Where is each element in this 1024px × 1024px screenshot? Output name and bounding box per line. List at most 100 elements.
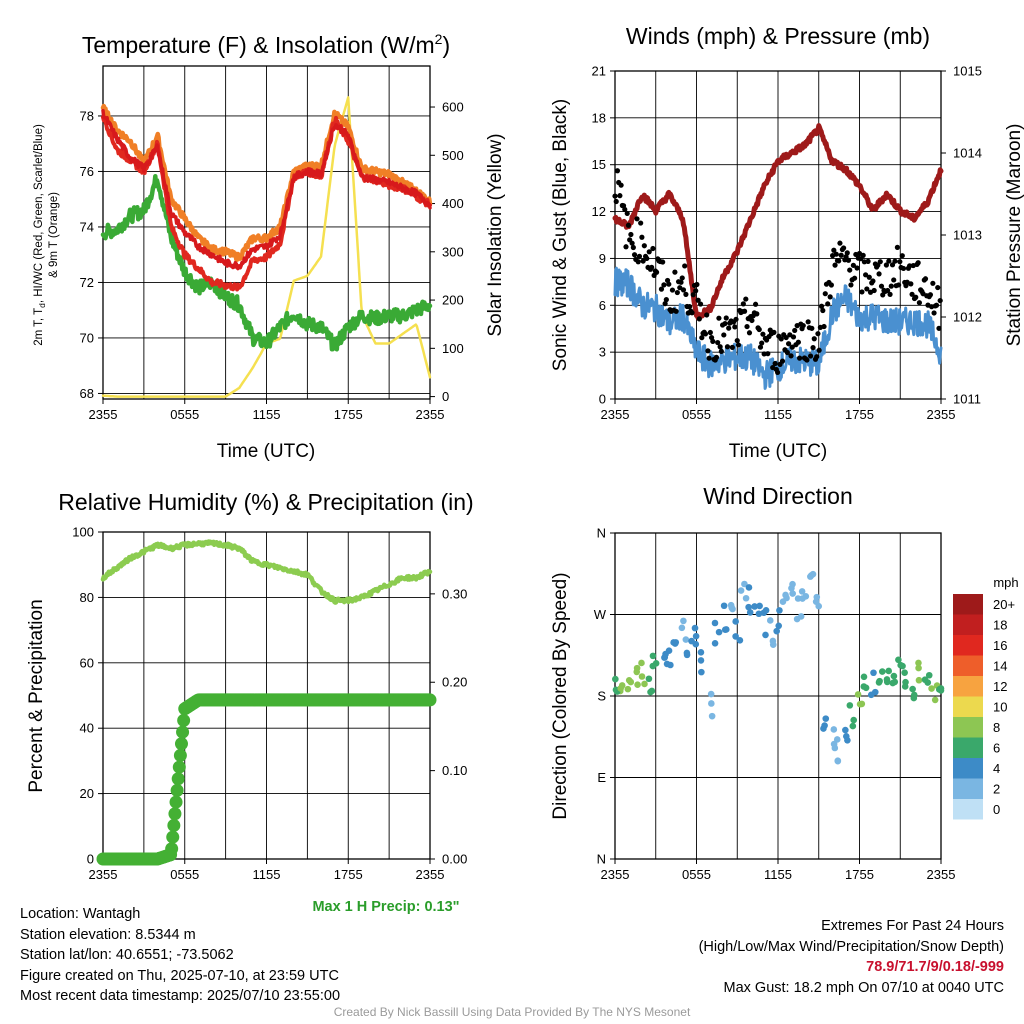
gust-point bbox=[639, 234, 645, 240]
temperature-y-tick-label: 70 bbox=[80, 330, 94, 345]
gust-point bbox=[628, 231, 634, 238]
wind-direction-point bbox=[846, 702, 854, 709]
gust-point bbox=[682, 263, 688, 269]
wind-direction-point bbox=[645, 675, 653, 683]
colorbar-swatch bbox=[953, 676, 983, 697]
wind-direction-point bbox=[789, 590, 796, 597]
humidity-y-tick-label: 20 bbox=[80, 786, 94, 801]
wind-direction-point bbox=[755, 610, 763, 618]
gust-point bbox=[690, 292, 696, 298]
pressure-line bbox=[612, 123, 944, 321]
gust-point bbox=[838, 252, 844, 258]
gust-point bbox=[715, 339, 721, 346]
precipitation-point bbox=[166, 830, 180, 844]
wind-direction-point bbox=[633, 668, 641, 676]
extremes-values: 78.9/71.7/9/0.18/-999 bbox=[866, 959, 1004, 975]
gust-point bbox=[810, 345, 816, 351]
wind-direction-point bbox=[895, 656, 902, 664]
wind-direction-point bbox=[741, 580, 748, 588]
gust-point bbox=[888, 283, 894, 289]
gust-point bbox=[702, 331, 709, 337]
wind-direction-point bbox=[711, 619, 719, 627]
wind-direction-point bbox=[910, 691, 918, 699]
gust-point bbox=[931, 310, 937, 316]
wind-direction-point bbox=[708, 712, 716, 720]
gust-point bbox=[752, 301, 759, 307]
extremes-info: Extremes For Past 24 Hours (High/Low/Max… bbox=[699, 916, 1004, 998]
created-text: Figure created on Thu, 2025-07-10, at 23… bbox=[20, 967, 339, 984]
wind-direction-point bbox=[720, 602, 728, 610]
wind-direction-point bbox=[691, 624, 699, 632]
gust-point bbox=[779, 358, 786, 364]
wind-direction-point bbox=[842, 726, 849, 734]
colorbar-label: 2 bbox=[993, 782, 1000, 797]
gust-point bbox=[913, 294, 919, 300]
wind-direction-point bbox=[862, 684, 870, 692]
gust-point bbox=[617, 193, 623, 199]
gust-point bbox=[693, 288, 699, 294]
gust-point bbox=[653, 269, 660, 275]
wind-direction-point bbox=[833, 736, 841, 743]
pressure-y2-tick-label: 1011 bbox=[953, 392, 981, 407]
wind-direction-point bbox=[627, 678, 635, 686]
gust-point bbox=[819, 303, 825, 309]
wind-direction-point bbox=[762, 607, 770, 614]
humidity-y-tick-label: 80 bbox=[80, 590, 94, 605]
wind-direction-point bbox=[808, 572, 815, 579]
gust-point bbox=[933, 302, 940, 308]
wind-direction-point bbox=[665, 647, 673, 654]
gust-point bbox=[723, 315, 729, 321]
gust-point bbox=[937, 297, 943, 304]
gust-point bbox=[792, 327, 798, 334]
gust-point bbox=[613, 198, 619, 205]
gust-point bbox=[741, 308, 748, 314]
precipitation-point bbox=[168, 807, 182, 821]
gust-point bbox=[876, 271, 882, 277]
gust-point bbox=[778, 336, 784, 342]
gust-point bbox=[669, 287, 676, 293]
gust-point bbox=[631, 252, 638, 258]
colorbar-swatch bbox=[953, 799, 983, 820]
winds-panel: Winds (mph) & Pressure (mb) Time (UTC) S… bbox=[550, 23, 1024, 462]
gust-point bbox=[864, 286, 870, 292]
gust-point bbox=[732, 324, 738, 330]
gust-point bbox=[754, 311, 760, 317]
wind-direction-point bbox=[901, 683, 909, 690]
wind-direction-point bbox=[766, 617, 774, 624]
temperature-y-tick-label: 76 bbox=[80, 164, 94, 179]
gust-point bbox=[848, 282, 854, 288]
gust-point bbox=[811, 336, 817, 342]
gust-point bbox=[774, 369, 781, 376]
colorbar-swatch bbox=[953, 778, 983, 799]
gust-point bbox=[831, 247, 837, 253]
gust-point bbox=[724, 344, 731, 350]
colorbar-swatch bbox=[953, 594, 983, 615]
elevation-text: Station elevation: 8.5344 m bbox=[20, 926, 196, 943]
gust-point bbox=[930, 280, 936, 286]
gust-point bbox=[822, 291, 828, 297]
gust-point bbox=[897, 259, 903, 265]
wind-direction-point bbox=[915, 664, 922, 672]
gust-point bbox=[837, 240, 843, 246]
gust-point bbox=[721, 332, 727, 338]
temp-9m-line bbox=[100, 103, 433, 262]
wind-direction-point bbox=[638, 673, 646, 680]
humidity-y-tick-label: 0 bbox=[87, 852, 94, 867]
humidity-x-tick-label: 2355 bbox=[416, 867, 445, 882]
station-info: Location: Wantagh Station elevation: 8.5… bbox=[20, 904, 340, 1007]
colorbar-label: 14 bbox=[993, 659, 1007, 674]
temperature-x-tick-label: 2355 bbox=[89, 407, 118, 422]
wind-direction-point bbox=[707, 690, 715, 698]
winds-y-tick-label: 3 bbox=[599, 345, 606, 360]
wind-direction-point bbox=[638, 659, 645, 667]
wind-direction-point bbox=[879, 668, 886, 675]
gust-point bbox=[614, 168, 621, 174]
gust-point bbox=[749, 317, 755, 324]
gust-point bbox=[640, 258, 646, 264]
gust-point bbox=[866, 274, 872, 280]
max-gust-text: Max Gust: 18.2 mph On 07/10 at 0040 UTC bbox=[723, 979, 1004, 996]
humidity-x-tick-label: 1155 bbox=[253, 867, 281, 882]
gust-point bbox=[630, 244, 636, 251]
gust-point bbox=[827, 294, 833, 300]
